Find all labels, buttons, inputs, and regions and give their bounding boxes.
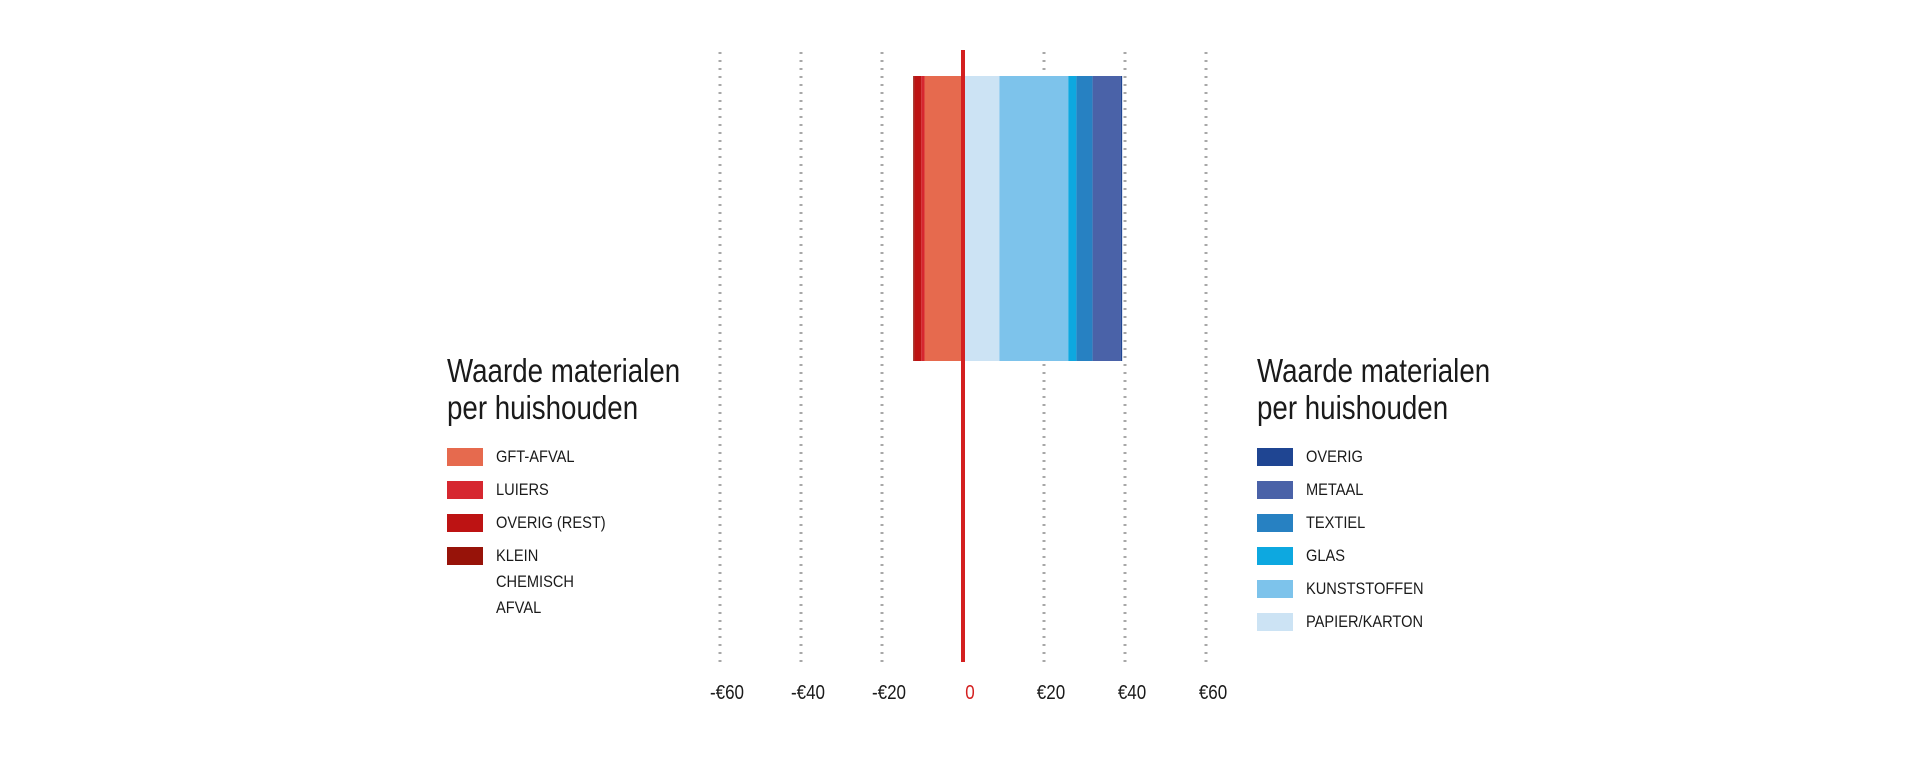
legend-items: GFT-AFVAL LUIERS OVERIG (REST) KLEIN CHEMIS… [447,446,725,617]
legend-label: GLAS [1306,546,1346,565]
x-tick-label: -€40 [791,681,825,704]
legend-label: KLEIN CHEMISCH AFVAL [496,546,574,617]
legend-item: OVERIG (REST) [447,512,725,545]
legend-label: METAAL [1306,480,1364,499]
x-tick-label: -€20 [872,681,906,704]
legend-swatch [1257,613,1293,631]
bar-segment [999,76,1069,361]
legend-swatch [447,547,483,565]
legend-label: PAPIER/KARTON [1306,612,1424,631]
bar-segment [1068,76,1077,361]
x-tick-label: €20 [1037,681,1065,704]
legend-swatch [1257,448,1293,466]
legend-label: TEXTIEL [1306,513,1366,532]
legend-label: OVERIG [1306,447,1363,466]
legend-title-line2: per huishouden [447,389,639,426]
bar-segment [921,76,925,361]
x-tick-label: €40 [1118,681,1146,704]
legend-item: GFT-AFVAL [447,446,725,479]
legend-right: Waarde materialen per huishouden OVERIG M… [1257,352,1535,644]
bar-segment [913,76,915,361]
legend-title: Waarde materialen per huishouden [1257,352,1490,426]
bar-segment [914,76,922,361]
legend-item: PAPIER/KARTON [1257,611,1535,644]
legend-item: OVERIG [1257,446,1535,479]
legend-item: TEXTIEL [1257,512,1535,545]
legend-title-line1: Waarde materialen [447,352,681,389]
x-tick-label: -€60 [710,681,744,704]
legend-label: LUIERS [496,480,549,499]
bar-segment [1120,76,1123,361]
legend-item: KUNSTSTOFFEN [1257,578,1535,611]
legend-swatch [1257,547,1293,565]
legend-label: OVERIG (REST) [496,513,606,532]
legend-swatch [1257,481,1293,499]
legend-item: GLAS [1257,545,1535,578]
legend-swatch [1257,580,1293,598]
legend-item: METAAL [1257,479,1535,512]
legend-swatch [447,448,483,466]
legend-label: GFT-AFVAL [496,447,575,466]
legend-title: Waarde materialen per huishouden [447,352,680,426]
x-tick-label: €60 [1199,681,1227,704]
legend-item: KLEIN CHEMISCH AFVAL [447,545,725,617]
legend-items: OVERIG METAAL TEXTIEL GLAS KUNSTSTOFFEN PAPIE… [1257,446,1535,644]
bar-segment [1092,76,1121,361]
bar-segment [963,76,1000,361]
legend-swatch [447,514,483,532]
legend-title-line1: Waarde materialen [1257,352,1491,389]
bar-segment [924,76,963,361]
bar-segment [1076,76,1093,361]
legend-swatch [1257,514,1293,532]
x-tick-label: 0 [965,681,974,704]
legend-swatch [447,481,483,499]
legend-title-line2: per huishouden [1257,389,1449,426]
legend-left: Waarde materialen per huishouden GFT-AFV… [447,352,725,617]
legend-label: KUNSTSTOFFEN [1306,579,1424,598]
legend-item: LUIERS [447,479,725,512]
